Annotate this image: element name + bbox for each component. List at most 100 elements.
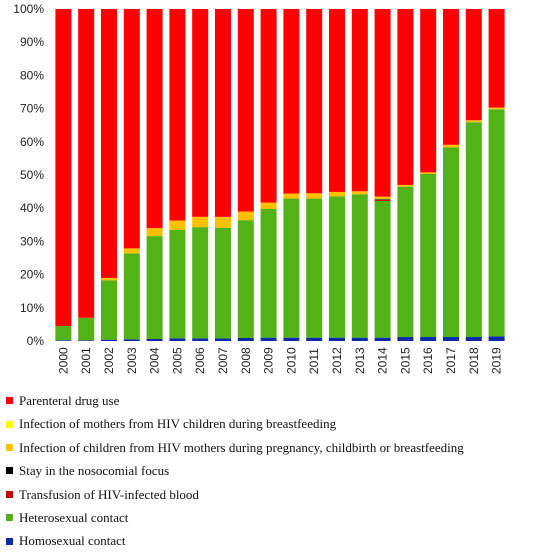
legend-label: Stay in the nosocomial focus (19, 463, 170, 479)
bar-segment (123, 253, 140, 340)
x-tick-label: 2019 (490, 347, 504, 374)
x-tick-label: 2001 (79, 347, 93, 374)
bar-segment (306, 9, 323, 194)
bar-segment (55, 340, 72, 341)
bar-segment (78, 340, 95, 341)
x-axis: 2000 2001 2002 2003 2004 2005 2006 2007 2008 2009… (56, 347, 503, 374)
legend-item: Stay in the nosocomial focus (6, 459, 550, 482)
bar-segment (306, 337, 323, 341)
bar-segment (260, 202, 277, 209)
bar-segment (488, 107, 505, 110)
legend-item: Infection of children from HIV mothers d… (6, 436, 550, 459)
bar-segment (192, 9, 209, 217)
legend-label: Homosexual contact (19, 533, 126, 549)
bar-segment (397, 186, 414, 338)
bar-segment (420, 9, 437, 173)
y-tick-label: 60% (20, 135, 44, 149)
legend-item: Infection of mothers from HIV children d… (6, 412, 550, 435)
bar-segment (351, 191, 368, 195)
y-tick-label: 80% (20, 68, 44, 82)
bar-segment (374, 9, 391, 197)
legend-label: Heterosexual contact (19, 509, 129, 525)
legend-swatch (6, 490, 13, 498)
bar-segment (237, 9, 254, 212)
x-tick-label: 2011 (307, 348, 321, 374)
x-tick-label: 2007 (216, 347, 230, 374)
bar-segment (237, 220, 254, 339)
x-tick-label: 2015 (398, 347, 412, 374)
bar-segment (146, 236, 163, 340)
x-tick-label: 2006 (193, 347, 207, 374)
bar-segment (420, 174, 437, 338)
x-tick-label: 2017 (444, 347, 458, 374)
y-tick-label: 30% (20, 234, 44, 248)
bar-segment (374, 200, 391, 338)
bar-segment (169, 229, 186, 339)
bar-segment (420, 172, 437, 174)
bar-segment (488, 9, 505, 108)
bar-segment (192, 216, 209, 228)
bar-segment (351, 194, 368, 338)
bar-segment (215, 338, 231, 341)
bar-segment (420, 337, 437, 341)
bar-segment (465, 122, 482, 338)
bar-segment (237, 338, 254, 341)
bar-segment (78, 9, 95, 318)
bar-segment (329, 337, 345, 341)
bar-segment (237, 211, 254, 221)
bar-segment (55, 9, 72, 327)
x-tick-label: 2002 (102, 347, 116, 374)
bar-segment (306, 193, 323, 199)
bar-segment (101, 339, 117, 341)
bar-segment (374, 337, 391, 341)
y-tick-label: 90% (20, 35, 44, 49)
bar-segment (215, 9, 231, 217)
y-tick-label: 20% (20, 268, 44, 282)
legend-item: Heterosexual contact (6, 506, 550, 529)
legend-item: Parenteral drug use (6, 389, 550, 412)
bar-segment (123, 9, 140, 249)
legend-swatch (6, 514, 13, 522)
bar-segment (443, 9, 459, 145)
bar-segment (78, 317, 95, 341)
x-tick-label: 2005 (170, 347, 184, 374)
bar-segment (101, 9, 117, 278)
bar-segment (465, 337, 482, 341)
y-tick-label: 10% (20, 301, 44, 315)
bar-segment (397, 184, 414, 187)
y-tick-label: 100% (13, 2, 44, 16)
stacked-bar-chart: 0%10%20%30%40%50%60%70%80%90%100% 2000 20… (13, 2, 505, 374)
x-tick-label: 2010 (284, 347, 298, 374)
y-tick-label: 40% (20, 201, 44, 215)
bar-segment (101, 277, 117, 281)
bar-segment (443, 144, 459, 148)
bar-segment (215, 227, 231, 339)
y-tick-label: 70% (20, 102, 44, 116)
bar-segment (465, 120, 482, 123)
legend-item: Homosexual contact (6, 529, 550, 552)
bar-segment (351, 337, 368, 341)
bar-segment (397, 337, 414, 341)
y-tick-label: 50% (20, 168, 44, 182)
legend-label: Transfusion of HIV-infected blood (19, 486, 199, 502)
x-tick-label: 2004 (148, 347, 162, 374)
legend-swatch (6, 397, 13, 405)
bar-segment (329, 191, 345, 197)
bar-segment (374, 199, 391, 201)
legend-swatch (6, 443, 13, 451)
bar-segment (443, 147, 459, 338)
legend: Parenteral drug use Infection of mothers … (6, 389, 550, 553)
bar-segment (260, 337, 277, 341)
bar-segment (192, 338, 209, 341)
bar-segment (465, 9, 482, 121)
bar-segment (169, 9, 186, 221)
bar-segment (146, 339, 163, 341)
bar-segment (283, 337, 300, 341)
legend-item: Transfusion of HIV-infected blood (6, 483, 550, 506)
bar-segment (488, 109, 505, 337)
x-tick-label: 2013 (353, 347, 367, 374)
x-tick-label: 2009 (262, 347, 276, 374)
bar-segment (443, 337, 459, 341)
bar-segment (146, 9, 163, 229)
bar-segment (351, 9, 368, 192)
